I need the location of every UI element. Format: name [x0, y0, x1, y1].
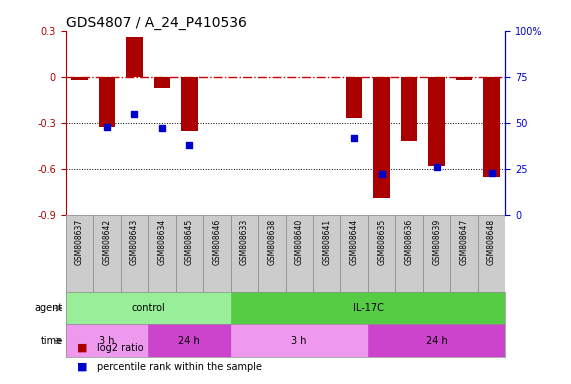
Bar	[258, 215, 286, 292]
Text: GSM808647: GSM808647	[460, 219, 469, 265]
Bar	[66, 215, 93, 292]
Bar	[368, 324, 505, 357]
Bar	[346, 77, 363, 118]
Bar	[373, 77, 390, 198]
Bar	[478, 215, 505, 292]
Text: GSM808639: GSM808639	[432, 219, 441, 265]
Bar	[313, 215, 340, 292]
Bar	[286, 215, 313, 292]
Text: control: control	[131, 303, 165, 313]
Point	[377, 171, 386, 177]
Bar	[66, 324, 148, 357]
Bar	[456, 77, 472, 80]
Text: GSM808636: GSM808636	[405, 219, 413, 265]
Bar	[428, 77, 445, 166]
Bar	[401, 77, 417, 141]
Text: log2 ratio: log2 ratio	[97, 343, 144, 353]
Bar	[126, 37, 143, 77]
Bar	[93, 215, 120, 292]
Text: GSM808633: GSM808633	[240, 219, 249, 265]
Point	[432, 164, 441, 170]
Text: GSM808641: GSM808641	[322, 219, 331, 265]
Bar	[181, 77, 198, 131]
Point	[185, 142, 194, 148]
Point	[157, 125, 166, 131]
Bar	[395, 215, 423, 292]
Point	[487, 170, 496, 176]
Point	[102, 124, 111, 130]
Point	[349, 134, 359, 141]
Text: ■: ■	[77, 343, 87, 353]
Bar	[483, 77, 500, 177]
Bar	[340, 215, 368, 292]
Bar	[71, 77, 88, 80]
Text: GSM808645: GSM808645	[185, 219, 194, 265]
Text: GSM808648: GSM808648	[487, 219, 496, 265]
Bar	[231, 292, 505, 324]
Text: GSM808640: GSM808640	[295, 219, 304, 265]
Bar	[66, 292, 231, 324]
Bar	[176, 215, 203, 292]
Text: agent: agent	[35, 303, 63, 313]
Bar	[148, 324, 231, 357]
Bar	[368, 215, 395, 292]
Bar	[231, 215, 258, 292]
Text: 3 h: 3 h	[99, 336, 115, 346]
Text: GSM808643: GSM808643	[130, 219, 139, 265]
Text: 24 h: 24 h	[426, 336, 448, 346]
Text: GSM808646: GSM808646	[212, 219, 222, 265]
Text: 3 h: 3 h	[291, 336, 307, 346]
Text: GSM808644: GSM808644	[349, 219, 359, 265]
Bar	[231, 324, 368, 357]
Text: GSM808637: GSM808637	[75, 219, 84, 265]
Text: GSM808642: GSM808642	[102, 219, 111, 265]
Bar	[451, 215, 478, 292]
Bar	[423, 215, 451, 292]
Text: time: time	[41, 336, 63, 346]
Bar	[120, 215, 148, 292]
Text: ■: ■	[77, 362, 87, 372]
Text: GSM808634: GSM808634	[158, 219, 166, 265]
Text: GDS4807 / A_24_P410536: GDS4807 / A_24_P410536	[66, 16, 247, 30]
Bar	[154, 77, 170, 88]
Text: GSM808638: GSM808638	[267, 219, 276, 265]
Bar	[99, 77, 115, 127]
Text: IL-17C: IL-17C	[352, 303, 383, 313]
Text: GSM808635: GSM808635	[377, 219, 386, 265]
Bar	[203, 215, 231, 292]
Point	[130, 111, 139, 117]
Text: 24 h: 24 h	[179, 336, 200, 346]
Text: percentile rank within the sample: percentile rank within the sample	[97, 362, 262, 372]
Bar	[148, 215, 176, 292]
